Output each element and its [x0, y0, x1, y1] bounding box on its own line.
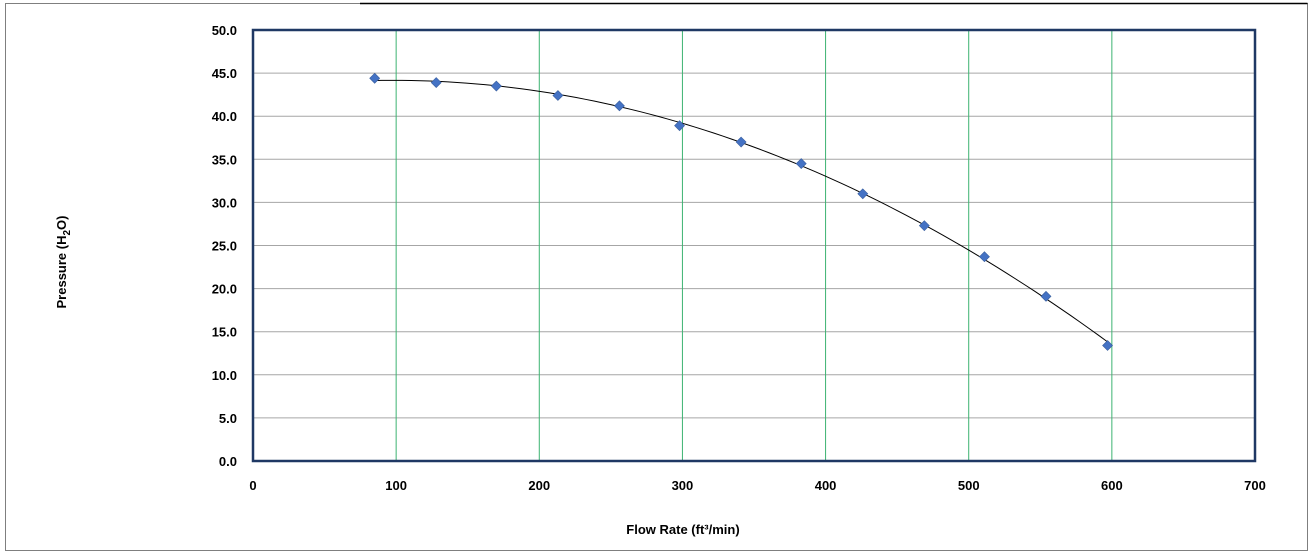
y-tick-label-6: 30.0 [212, 195, 237, 210]
x-tick-label-2: 200 [528, 478, 550, 493]
y-tick-label-7: 35.0 [212, 152, 237, 167]
data-point-0 [369, 72, 381, 84]
data-point-7 [795, 158, 807, 170]
data-point-6 [735, 136, 747, 148]
x-tick-label-4: 400 [815, 478, 837, 493]
data-point-10 [979, 251, 990, 263]
y-axis-title-subscript: 2 [62, 230, 73, 236]
x-tick-label-0: 0 [249, 478, 256, 493]
y-axis-title-suffix: O) [54, 216, 69, 230]
data-points [369, 72, 1113, 351]
data-point-8 [857, 188, 869, 200]
data-point-3 [552, 90, 564, 101]
x-tick-label-5: 500 [958, 478, 980, 493]
x-tick-label-7: 700 [1244, 478, 1266, 493]
y-tick-label-8: 40.0 [212, 109, 237, 124]
y-axis-title: Pressure (H2O) [54, 216, 73, 309]
y-tick-label-0: 0.0 [219, 454, 237, 469]
x-tick-label-1: 100 [385, 478, 407, 493]
y-tick-label-4: 20.0 [212, 282, 237, 297]
data-point-12 [1102, 340, 1113, 351]
chart-area-border [5, 3, 1308, 551]
data-point-5 [674, 120, 685, 132]
y-axis-tick-labels: 0.0 5.0 10.0 15.0 20.0 25.0 30.0 35.0 40.0 45.0 50… [212, 23, 237, 469]
y-tick-label-2: 10.0 [212, 368, 237, 383]
data-point-1 [430, 77, 442, 89]
y-axis-title-prefix: Pressure (H [54, 236, 69, 309]
data-point-9 [918, 220, 930, 232]
plot-area [251, 28, 1257, 463]
y-tick-label-1: 5.0 [219, 411, 237, 426]
x-axis-title: Flow Rate (ft³/min) [626, 522, 739, 537]
y-tick-label-9: 45.0 [212, 66, 237, 81]
y-tick-label-10: 50.0 [212, 23, 237, 38]
x-tick-label-6: 600 [1101, 478, 1123, 493]
data-point-2 [490, 80, 502, 92]
y-tick-label-5: 25.0 [212, 239, 237, 254]
data-point-11 [1040, 290, 1052, 302]
x-axis-tick-labels: 0 100 200 300 400 500 600 700 [249, 478, 1265, 493]
data-point-4 [614, 100, 625, 112]
y-tick-label-3: 15.0 [212, 325, 237, 340]
x-tick-label-3: 300 [672, 478, 694, 493]
